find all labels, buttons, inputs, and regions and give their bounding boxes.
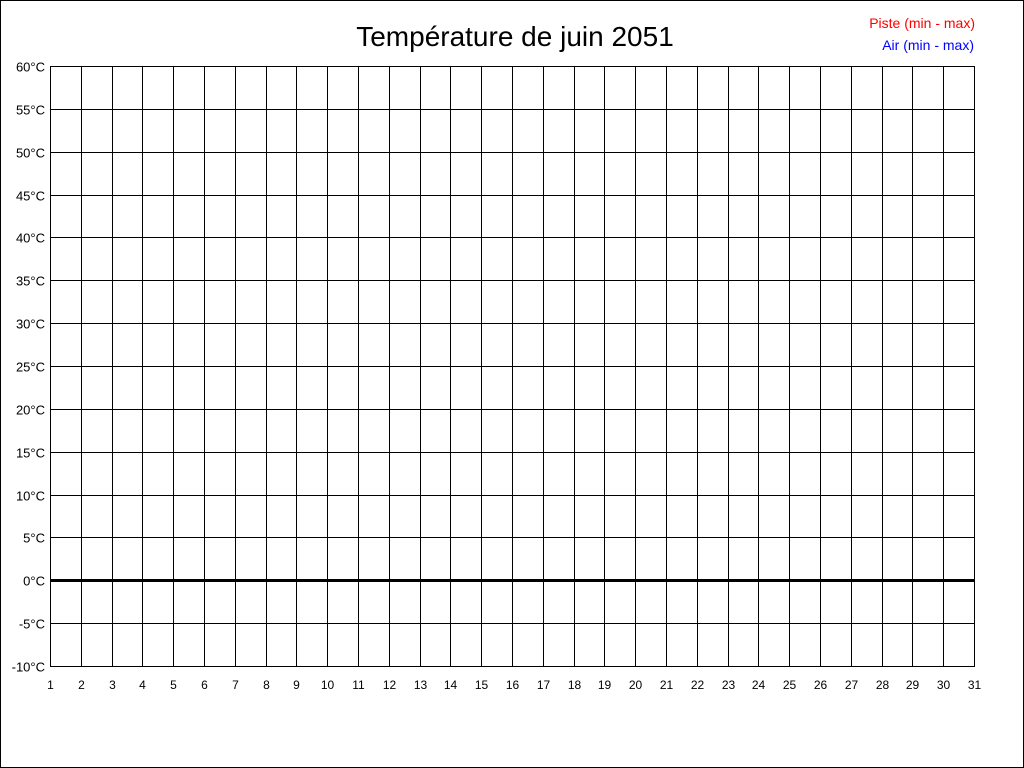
- y-tick-label: 5°C: [23, 531, 45, 546]
- y-tick-label: 40°C: [16, 231, 45, 246]
- x-tick-label: 10: [321, 678, 335, 692]
- y-tick-label: -10°C: [12, 660, 45, 675]
- y-tick-label: 10°C: [16, 489, 45, 504]
- x-tick-label: 15: [475, 678, 489, 692]
- x-tick-label: 12: [383, 678, 397, 692]
- y-tick-label: 15°C: [16, 446, 45, 461]
- y-tick-label: 0°C: [23, 574, 45, 589]
- x-tick-label: 22: [691, 678, 705, 692]
- x-tick-label: 6: [201, 678, 208, 692]
- x-tick-label: 9: [293, 678, 300, 692]
- y-tick-label: 45°C: [16, 189, 45, 204]
- x-tick-label: 11: [352, 678, 365, 692]
- axis-labels: 1 2 3 4 5 6 7 8 9 10 11 12 13 14 15 16 17 18 19 20 21 22 23 24 2…: [12, 60, 982, 693]
- x-tick-label: 29: [906, 678, 920, 692]
- x-tick-label: 5: [170, 678, 177, 692]
- x-tick-label: 13: [414, 678, 428, 692]
- y-tick-label: 35°C: [16, 274, 45, 289]
- x-tick-label: 23: [722, 678, 736, 692]
- legend-air: Air (min - max): [882, 37, 974, 53]
- x-tick-label: 30: [937, 678, 951, 692]
- y-tick-label: -5°C: [19, 617, 45, 632]
- grid: [50, 66, 975, 667]
- y-tick-label: 25°C: [16, 360, 45, 375]
- x-tick-label: 1: [47, 678, 54, 692]
- x-tick-label: 3: [109, 678, 116, 692]
- x-tick-label: 4: [139, 678, 146, 692]
- x-tick-label: 27: [845, 678, 859, 692]
- x-tick-label: 8: [263, 678, 270, 692]
- x-tick-label: 28: [876, 678, 890, 692]
- y-tick-label: 20°C: [16, 403, 45, 418]
- legend-piste: Piste (min - max): [869, 15, 975, 31]
- x-tick-label: 16: [506, 678, 520, 692]
- x-tick-label: 18: [568, 678, 582, 692]
- y-tick-label: 60°C: [16, 60, 45, 75]
- x-tick-label: 21: [660, 678, 674, 692]
- x-tick-label: 24: [752, 678, 766, 692]
- x-tick-label: 25: [783, 678, 797, 692]
- x-tick-label: 26: [814, 678, 828, 692]
- y-tick-label: 55°C: [16, 103, 45, 118]
- x-tick-label: 31: [968, 678, 982, 692]
- x-tick-label: 7: [232, 678, 239, 692]
- y-tick-label: 30°C: [16, 317, 45, 332]
- x-tick-label: 14: [444, 678, 458, 692]
- x-tick-label: 20: [629, 678, 643, 692]
- x-tick-label: 17: [537, 678, 551, 692]
- x-tick-label: 19: [598, 678, 612, 692]
- y-tick-label: 50°C: [16, 146, 45, 161]
- chart-title: Température de juin 2051: [356, 21, 674, 52]
- x-tick-label: 2: [78, 678, 85, 692]
